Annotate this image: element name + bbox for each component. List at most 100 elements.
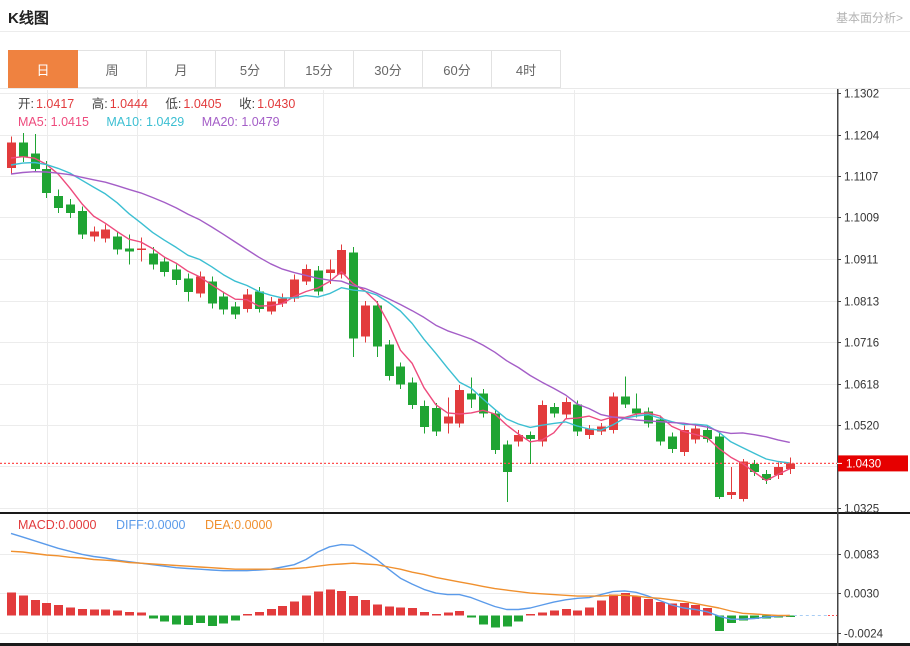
macd-bar	[526, 614, 535, 616]
macd-dea-line	[10, 550, 790, 617]
axis-label: 1.1302	[844, 89, 879, 101]
axis-label: 1.0911	[844, 255, 878, 267]
macd-bar	[503, 615, 512, 627]
tab-30min[interactable]: 30分	[353, 50, 423, 88]
macd-bar	[644, 599, 653, 616]
candle-body	[408, 382, 417, 405]
candle-body	[184, 278, 193, 292]
axis-label: 1.1107	[844, 172, 878, 184]
candle-body	[231, 306, 240, 315]
macd-bar	[231, 615, 240, 621]
macd-bar	[290, 601, 299, 616]
candle-body	[786, 463, 795, 469]
macd-bar	[219, 615, 228, 624]
candle-body	[149, 253, 158, 265]
candle-body	[349, 252, 358, 339]
macd-bar	[420, 611, 429, 616]
candle-body	[42, 169, 51, 194]
macd-bar	[668, 603, 677, 616]
candle-body	[19, 142, 28, 158]
candle-body	[621, 396, 630, 405]
candle-body	[656, 419, 665, 442]
macd-bar	[172, 615, 181, 625]
macd-bar	[585, 607, 594, 616]
macd-bar	[361, 599, 370, 616]
axis-label: 1.1204	[844, 131, 880, 143]
axis-label: 0.0030	[844, 589, 879, 601]
page-header: K线图 基本面分析>	[0, 0, 910, 32]
axis-label: 1.0716	[844, 338, 879, 350]
candle-body	[632, 408, 641, 414]
candle-body	[90, 231, 99, 237]
ma20-line	[10, 170, 790, 444]
candle-body	[597, 426, 606, 432]
axis-label: 1.0618	[844, 380, 879, 392]
tab-5min[interactable]: 5分	[215, 50, 285, 88]
macd-bar	[632, 596, 641, 616]
low-legend: 低: 1.0405	[165, 97, 222, 111]
tab-day[interactable]: 日	[8, 50, 78, 88]
ma10-line	[10, 161, 790, 464]
candle-body	[562, 401, 571, 415]
macd-bar	[373, 604, 382, 616]
chart-area: 1.1302 1.1204 1.1107 1.1009 1.0911 1.0813 1.07…	[0, 88, 910, 646]
price-badge: 1.0430	[837, 455, 908, 472]
macd-bar	[337, 590, 346, 616]
candle-body	[31, 153, 40, 170]
candle-body	[420, 406, 429, 427]
candle-body	[160, 261, 169, 272]
candle-body	[550, 406, 559, 414]
macd-bar	[786, 615, 795, 617]
candle-body	[385, 344, 394, 376]
macd-bar	[550, 610, 559, 616]
tab-60min[interactable]: 60分	[422, 50, 492, 88]
ma5-legend: MA5: 1.0415	[18, 115, 89, 129]
candle-body	[396, 366, 405, 385]
candle-body	[503, 444, 512, 472]
tab-month[interactable]: 月	[146, 50, 216, 88]
macd-bar	[621, 593, 630, 616]
axis-label: 1.0813	[844, 297, 879, 309]
kline-legend: 开: 1.0417 高: 1.0444 低: 1.0405 收: 1.0430 MA5:…	[18, 95, 309, 131]
macd-bar	[432, 614, 441, 616]
macd-bar	[491, 615, 500, 628]
pane-separator	[0, 512, 910, 514]
candle-body	[432, 408, 441, 432]
candle-body	[538, 404, 547, 442]
candle-body	[137, 248, 146, 251]
macd-bar	[656, 602, 665, 616]
macd-bar	[42, 602, 51, 616]
tab-week[interactable]: 周	[77, 50, 147, 88]
y-axis-labels: 1.1302 1.1204 1.1107 1.1009 1.0911 1.0813 1.07…	[837, 89, 884, 641]
macd-bar	[467, 615, 476, 618]
macd-bar	[196, 615, 205, 623]
candle-body	[585, 428, 594, 435]
dea-value-legend: DEA:0.0000	[204, 518, 273, 532]
fundamental-analysis-link[interactable]: 基本面分析>	[835, 11, 903, 25]
macd-bar	[739, 615, 748, 621]
macd-bar	[137, 612, 146, 616]
macd-bar	[54, 605, 63, 616]
macd-bar	[691, 605, 700, 616]
ma20-legend: MA20: 1.0479	[201, 115, 280, 129]
macd-bar	[113, 610, 122, 616]
period-tabbar: 日 周 月 5分 15分 30分 60分 4时	[8, 50, 561, 88]
macd-bar	[750, 615, 759, 620]
macd-bar	[149, 615, 158, 619]
macd-bar	[78, 608, 87, 616]
macd-bar	[396, 607, 405, 616]
tab-15min[interactable]: 15分	[284, 50, 354, 88]
candle-body	[444, 416, 453, 424]
candle-body	[455, 389, 464, 424]
candle-body	[609, 396, 618, 430]
macd-bar	[715, 615, 724, 632]
candle-body	[196, 276, 205, 294]
axis-label: 1.1009	[844, 213, 879, 225]
candle-body	[125, 248, 134, 252]
candle-body	[101, 229, 110, 239]
macd-bar	[66, 607, 75, 616]
candle-body	[750, 463, 759, 472]
tab-4hour[interactable]: 4时	[491, 50, 561, 88]
candle-body	[526, 434, 535, 439]
kline-chart-canvas[interactable]: 1.1302 1.1204 1.1107 1.1009 1.0911 1.0813 1.07…	[0, 89, 910, 646]
